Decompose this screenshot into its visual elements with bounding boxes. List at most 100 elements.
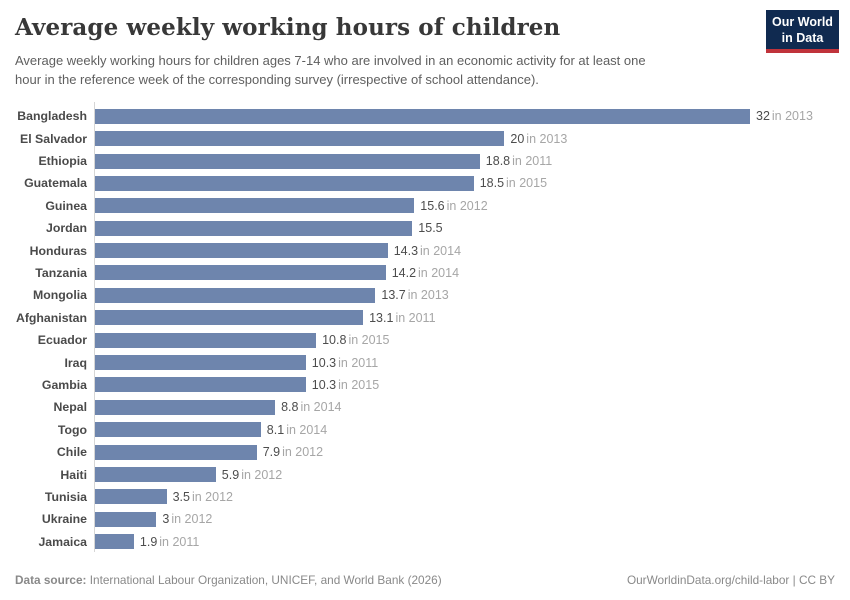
bar-value: 3.5 <box>172 489 190 504</box>
bar[interactable] <box>95 153 480 169</box>
bar-value-label: 8.1 in 2014 <box>267 423 327 437</box>
bar-value: 13.1 <box>369 310 394 325</box>
bar-row: Ukraine 3 in 2012 <box>0 508 850 530</box>
bar-track: 10.3 in 2015 <box>94 374 850 396</box>
country-label: Tanzania <box>35 265 87 280</box>
bar-track: 15.6 in 2012 <box>94 195 850 217</box>
bar[interactable] <box>95 198 415 214</box>
bar-track: 18.8 in 2011 <box>94 150 850 172</box>
bar-row: Guatemala 18.5 in 2015 <box>0 172 850 194</box>
bar-year: in 2011 <box>338 355 379 370</box>
bar[interactable] <box>95 175 474 191</box>
data-source-note: Data source: International Labour Organi… <box>15 573 442 587</box>
bar-row: Mongolia 13.7 in 2013 <box>0 284 850 306</box>
bar[interactable] <box>95 355 306 371</box>
bar-value: 14.3 <box>393 243 419 258</box>
country-label: Jamaica <box>38 534 87 549</box>
bar-row: Tanzania 14.2 in 2014 <box>0 262 850 284</box>
bar[interactable] <box>95 220 413 236</box>
bar-year: in 2013 <box>407 288 449 303</box>
bar-track: 10.3 in 2011 <box>94 351 850 373</box>
bar-value-label: 15.5 <box>418 221 444 235</box>
bar-track: 32 in 2013 <box>94 105 850 127</box>
bar-value-label: 13.7 in 2013 <box>381 288 448 302</box>
chart-title: Average weekly working hours of children <box>15 14 561 41</box>
bar[interactable] <box>95 534 134 550</box>
bar[interactable] <box>95 108 750 124</box>
bar[interactable] <box>95 444 257 460</box>
bar-row: Guinea 15.6 in 2012 <box>0 195 850 217</box>
bar[interactable] <box>95 489 167 505</box>
bar-value: 10.3 <box>311 377 337 392</box>
bar-track: 5.9 in 2012 <box>94 463 850 485</box>
chart-footer: Data source: International Labour Organi… <box>15 573 835 587</box>
bar[interactable] <box>95 287 376 303</box>
bar-value: 8.8 <box>281 400 299 415</box>
bar[interactable] <box>95 243 388 259</box>
bar-year: in 2011 <box>159 534 200 549</box>
bar[interactable] <box>95 265 386 281</box>
country-label: Nepal <box>53 400 88 415</box>
country-label: Iraq <box>64 355 87 370</box>
bar[interactable] <box>95 332 317 348</box>
bar-value-label: 1.9 in 2011 <box>140 535 199 549</box>
bar-value-label: 7.9 in 2012 <box>263 445 323 459</box>
bar-row: Afghanistan 13.1 in 2011 <box>0 307 850 329</box>
bar-row: Ecuador 10.8 in 2015 <box>0 329 850 351</box>
country-label: Jordan <box>46 221 87 236</box>
bar-track: 14.2 in 2014 <box>94 262 850 284</box>
chart-subtitle-line2: hour in the reference week of the corres… <box>15 71 539 87</box>
bar-track: 18.5 in 2015 <box>94 172 850 194</box>
bar-value-label: 13.1 in 2011 <box>369 311 435 325</box>
country-label: Guinea <box>45 198 87 213</box>
bar-row: Jamaica 1.9 in 2011 <box>0 530 850 552</box>
bar-year: in 2015 <box>348 333 390 348</box>
bar-row: El Salvador 20 in 2013 <box>0 127 850 149</box>
bar-track: 3 in 2012 <box>94 508 850 530</box>
bar-row: Nepal 8.8 in 2014 <box>0 396 850 418</box>
country-label: Bangladesh <box>17 109 87 124</box>
bar[interactable] <box>95 467 216 482</box>
country-label: Guatemala <box>24 176 87 191</box>
bar-row: Togo 8.1 in 2014 <box>0 419 850 441</box>
bar-value: 32 <box>756 109 770 124</box>
bar[interactable] <box>95 377 306 393</box>
bar-value-label: 3.5 in 2012 <box>173 490 233 504</box>
bar-year: in 2015 <box>338 377 380 392</box>
owid-logo-line2: in Data <box>781 30 824 45</box>
bar-row: Jordan 15.5 <box>0 217 850 239</box>
bar[interactable] <box>95 399 276 415</box>
bar-value: 8.1 <box>266 422 285 437</box>
country-label: Ecuador <box>37 333 87 348</box>
country-label: Gambia <box>41 377 87 392</box>
bar-year: in 2014 <box>420 243 462 258</box>
bar-value: 15.5 <box>418 221 443 236</box>
bar-row: Chile 7.9 in 2012 <box>0 441 850 463</box>
y-axis-line <box>94 102 95 552</box>
bar-value-label: 18.5 in 2015 <box>480 176 547 190</box>
bar-value: 7.9 <box>262 445 281 460</box>
bar-year: in 2012 <box>282 445 324 460</box>
chart-subtitle-line1: Average weekly working hours for childre… <box>15 52 646 68</box>
bar-value: 10.3 <box>311 355 337 370</box>
bar[interactable] <box>95 310 364 326</box>
data-source-label: Data source: <box>15 573 87 587</box>
bar-year: in 2014 <box>286 422 328 437</box>
bar[interactable] <box>95 422 261 438</box>
bar[interactable] <box>95 131 505 147</box>
bar-value: 18.5 <box>479 176 505 191</box>
bar-year: in 2012 <box>241 467 283 482</box>
bar-value-label: 3 in 2012 <box>162 512 212 526</box>
bar-chart: Bangladesh 32 in 2013 El Salvador 20 in 20… <box>0 102 850 553</box>
license-note: OurWorldinData.org/child-labor | CC BY <box>626 573 835 587</box>
bar-year: in 2013 <box>771 109 813 124</box>
bar-row: Gambia 10.3 in 2015 <box>0 374 850 396</box>
chart-subtitle: Average weekly working hours for childre… <box>15 51 835 89</box>
bar-track: 8.8 in 2014 <box>94 396 850 418</box>
bar-year: in 2012 <box>446 198 488 213</box>
owid-logo[interactable]: Our World in Data <box>766 10 839 53</box>
bar[interactable] <box>95 511 157 527</box>
bar-value-label: 8.8 in 2014 <box>281 400 341 414</box>
bar-value: 3 <box>162 512 170 527</box>
